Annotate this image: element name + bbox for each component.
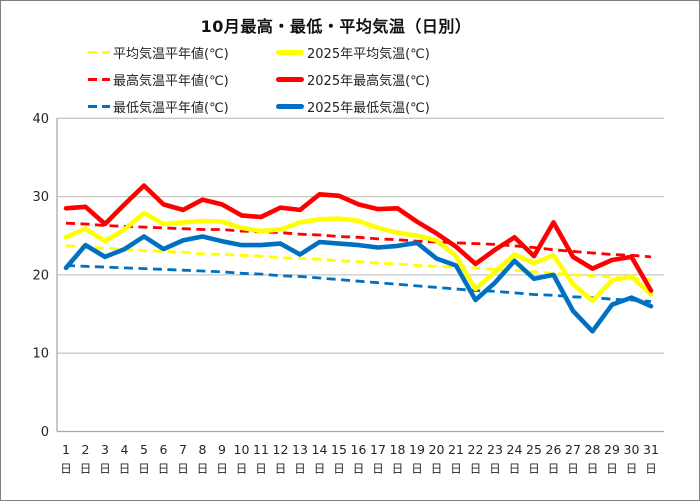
series-normal-avg-line xyxy=(65,244,652,281)
x-axis-day-suffix-10: 日 xyxy=(236,462,248,476)
x-axis-day-18: 18 xyxy=(390,442,406,457)
x-axis-day-24: 24 xyxy=(507,442,523,457)
x-axis-day-suffix-27: 日 xyxy=(567,462,579,476)
x-axis-day-suffix-29: 日 xyxy=(606,462,618,476)
legend-item-max-2025: 2025年最高気温(℃) xyxy=(276,70,430,89)
x-axis-day-22: 22 xyxy=(468,442,484,457)
legend-label-min-2025: 2025年最低気温(℃) xyxy=(307,101,430,116)
x-axis-day-1: 1 xyxy=(62,442,70,457)
x-axis-day-11: 11 xyxy=(253,442,269,457)
x-axis-day-29: 29 xyxy=(604,442,620,457)
x-axis-day-suffix-8: 日 xyxy=(197,462,209,476)
x-axis-day-suffix-1: 日 xyxy=(60,462,72,476)
legend-label-max-2025: 2025年最高気温(℃) xyxy=(307,74,430,89)
normal-avg-line-sample-icon xyxy=(88,51,110,54)
x-axis-day-suffix-28: 日 xyxy=(587,462,599,476)
legend-label-avg-2025: 2025年平均気温(℃) xyxy=(307,47,430,62)
x-axis-day-25: 25 xyxy=(526,442,542,457)
x-axis-day-suffix-26: 日 xyxy=(548,462,560,476)
x-axis-day-suffix-5: 日 xyxy=(138,462,150,476)
x-axis-day-suffix-16: 日 xyxy=(353,462,365,476)
x-axis-day-5: 5 xyxy=(140,442,148,457)
x-axis-day-3: 3 xyxy=(101,442,109,457)
x-axis-day-6: 6 xyxy=(160,442,168,457)
x-axis-day-2: 2 xyxy=(82,442,90,457)
legend-row-maximum: 最高気温平年値(℃) 2025年最高気温(℃) xyxy=(88,66,508,93)
x-axis-day-suffix-31: 日 xyxy=(645,462,657,476)
x-axis-day-suffix-13: 日 xyxy=(294,462,306,476)
x-axis-day-suffix-19: 日 xyxy=(411,462,423,476)
legend-label-normal-min: 最低気温平年値(℃) xyxy=(113,101,229,116)
x-axis-day-8: 8 xyxy=(199,442,207,457)
x-axis-day-suffix-15: 日 xyxy=(333,462,345,476)
x-axis-day-4: 4 xyxy=(121,442,129,457)
legend-item-min-2025: 2025年最低気温(℃) xyxy=(276,97,430,116)
x-axis-day-suffix-7: 日 xyxy=(177,462,189,476)
y-axis-label-10: 10 xyxy=(32,347,49,362)
x-axis-day-16: 16 xyxy=(351,442,367,457)
normal-min-line-sample-icon xyxy=(88,105,110,108)
x-axis-day-19: 19 xyxy=(409,442,425,457)
x-axis-day-31: 31 xyxy=(643,442,659,457)
x-axis-day-suffix-11: 日 xyxy=(255,462,267,476)
legend-row-average: 平均気温平年値(℃) 2025年平均気温(℃) xyxy=(88,39,508,66)
legend-label-normal-max: 最高気温平年値(℃) xyxy=(113,74,229,89)
series-max-2025-line xyxy=(63,183,654,293)
series-avg-2025-line xyxy=(63,210,654,304)
x-axis-day-26: 26 xyxy=(546,442,562,457)
legend-item-normal-avg: 平均気温平年値(℃) xyxy=(88,43,276,62)
x-axis-day-17: 17 xyxy=(370,442,386,457)
y-axis-label-20: 20 xyxy=(32,268,49,283)
x-axis-day-15: 15 xyxy=(331,442,347,457)
x-axis-day-28: 28 xyxy=(585,442,601,457)
x-axis-day-suffix-18: 日 xyxy=(392,462,404,476)
x-axis-day-30: 30 xyxy=(624,442,640,457)
legend-item-avg-2025: 2025年平均気温(℃) xyxy=(276,43,430,62)
x-axis-day-suffix-22: 日 xyxy=(470,462,482,476)
avg-2025-line-sample-icon xyxy=(276,50,304,55)
x-axis-day-suffix-17: 日 xyxy=(372,462,384,476)
chart-title: 10月最高・最低・平均気温（日別） xyxy=(200,17,472,36)
legend-label-normal-avg: 平均気温平年値(℃) xyxy=(113,47,229,62)
x-axis-day-7: 7 xyxy=(179,442,187,457)
y-axis-label-40: 40 xyxy=(32,112,49,127)
x-axis-day-suffix-9: 日 xyxy=(216,462,228,476)
x-axis-day-suffix-25: 日 xyxy=(528,462,540,476)
legend-item-normal-max: 最高気温平年値(℃) xyxy=(88,70,276,89)
x-axis-day-suffix-23: 日 xyxy=(489,462,501,476)
y-axis-label-0: 0 xyxy=(41,425,49,440)
y-axis-label-30: 30 xyxy=(32,190,49,205)
x-axis-day-23: 23 xyxy=(487,442,503,457)
x-axis-day-10: 10 xyxy=(234,442,250,457)
legend-row-minimum: 最低気温平年値(℃) 2025年最低気温(℃) xyxy=(88,93,508,120)
x-axis-day-suffix-12: 日 xyxy=(275,462,287,476)
x-axis-day-suffix-20: 日 xyxy=(431,462,443,476)
x-axis-day-21: 21 xyxy=(448,442,464,457)
x-axis-day-suffix-6: 日 xyxy=(158,462,170,476)
series-normal-min-line xyxy=(65,264,652,303)
x-axis-day-13: 13 xyxy=(292,442,308,457)
legend-item-normal-min: 最低気温平年値(℃) xyxy=(88,97,276,116)
x-axis-day-9: 9 xyxy=(218,442,226,457)
legend: 平均気温平年値(℃) 2025年平均気温(℃) 最高気温平年値(℃) 2025年… xyxy=(88,39,508,120)
x-axis-day-14: 14 xyxy=(312,442,328,457)
x-axis-day-suffix-24: 日 xyxy=(509,462,521,476)
series-min-2025-line xyxy=(63,234,654,334)
min-2025-line-sample-icon xyxy=(276,104,304,109)
x-axis-day-suffix-2: 日 xyxy=(80,462,92,476)
normal-max-line-sample-icon xyxy=(88,78,110,81)
x-axis-day-suffix-30: 日 xyxy=(626,462,638,476)
x-axis-day-27: 27 xyxy=(565,442,581,457)
x-axis-day-12: 12 xyxy=(273,442,289,457)
series-normal-max-line xyxy=(65,221,652,259)
x-axis-day-suffix-21: 日 xyxy=(450,462,462,476)
x-axis-day-suffix-4: 日 xyxy=(119,462,131,476)
x-axis-day-20: 20 xyxy=(429,442,445,457)
x-axis-day-suffix-3: 日 xyxy=(99,462,111,476)
max-2025-line-sample-icon xyxy=(276,77,304,82)
x-axis-day-suffix-14: 日 xyxy=(314,462,326,476)
